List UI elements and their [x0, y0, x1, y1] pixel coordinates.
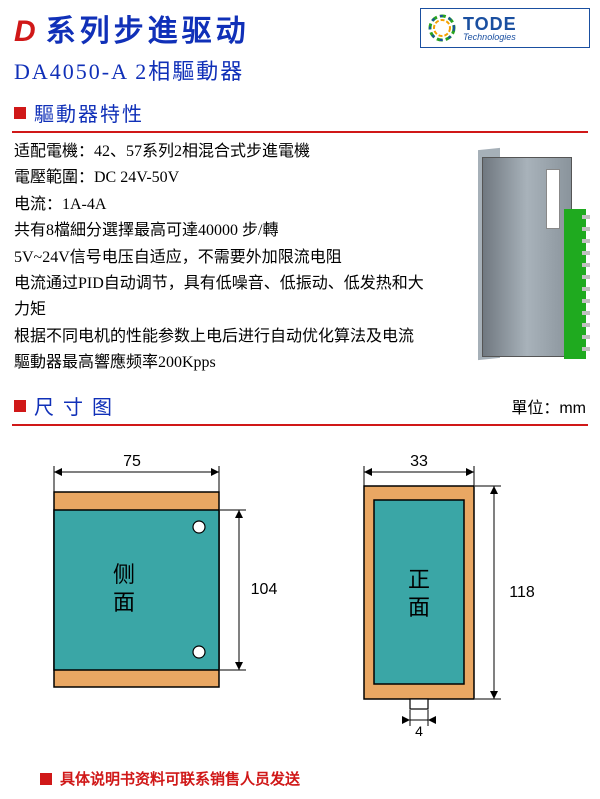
features-wrap: 适配電機：42、57系列2相混合式步進電機 電壓範圍：DC 24V-50V 电流…: [0, 139, 600, 379]
terminal-pin: [582, 287, 590, 291]
title-prefix: D: [14, 15, 40, 48]
dim-width: 75: [123, 453, 141, 470]
title-block: D系列步進驱动 DA4050-A 2相驅動器: [14, 6, 420, 86]
logo-icon: [427, 13, 457, 43]
features-list: 适配電機：42、57系列2相混合式步進電機 電壓範圍：DC 24V-50V 电流…: [14, 139, 432, 379]
terminal-pin: [582, 299, 590, 303]
dim-front-width: 33: [410, 453, 428, 470]
front-label-2: 面: [408, 595, 430, 620]
dim-inner-height: 104: [251, 581, 278, 598]
terminal-pin: [582, 311, 590, 315]
terminal-pin: [582, 275, 590, 279]
terminal-pin: [582, 227, 590, 231]
terminal-pin: [582, 251, 590, 255]
feature-item: 适配電機：42、57系列2相混合式步進電機: [14, 139, 432, 165]
dim-notch: 4: [415, 723, 423, 739]
logo-line2: Technologies: [463, 33, 517, 42]
feature-item: 驅動器最高響應频率200Kpps: [14, 350, 432, 376]
section-title-features: 驅動器特性: [34, 98, 144, 127]
divider: [12, 131, 588, 133]
terminal-pin: [582, 347, 590, 351]
terminal-pin: [582, 323, 590, 327]
terminal-pin: [582, 263, 590, 267]
logo-text: TODE Technologies: [463, 15, 517, 42]
front-label-1: 正: [408, 567, 430, 592]
feature-item: 5V~24V信号电压自适应，不需要外加限流电阻: [14, 245, 432, 271]
diagrams-row: 75 侧 面 104 33 正 面: [0, 432, 600, 752]
terminal-block: [564, 209, 586, 359]
bullet-icon: [14, 107, 26, 119]
feature-item: 電壓範圍：DC 24V-50V: [14, 165, 432, 191]
side-label-2: 面: [113, 590, 135, 615]
feature-item: 电流：1A-4A: [14, 192, 432, 218]
terminal-pin: [582, 335, 590, 339]
feature-item: 电流通过PID自动调节，具有低噪音、低振动、低发热和大力矩: [14, 271, 432, 324]
logo-box: TODE Technologies: [420, 8, 590, 48]
side-view-diagram: 75 侧 面 104: [14, 452, 294, 712]
divider: [12, 424, 588, 426]
bullet-icon: [40, 773, 52, 785]
dim-front-height: 118: [509, 584, 535, 601]
section-header-features: 驅動器特性: [0, 86, 600, 129]
subtitle: DA4050-A 2相驅動器: [14, 54, 420, 86]
section-header-dimensions: 尺 寸 图 單位：mm: [0, 379, 600, 422]
section-title-dimensions: 尺 寸 图: [34, 391, 114, 420]
feature-item: 共有8檔細分選擇最高可達40000 步/轉: [14, 218, 432, 244]
footnote-row: 具体说明书资料可联系销售人员发送: [0, 752, 600, 799]
title-rest: 系列步進驱动: [46, 15, 250, 48]
terminal-pin: [582, 239, 590, 243]
footnote-text: 具体说明书资料可联系销售人员发送: [60, 768, 300, 789]
bullet-icon: [14, 400, 26, 412]
device-label-strip: [546, 169, 560, 229]
unit-label: 單位：mm: [511, 394, 586, 418]
product-photo: [440, 139, 590, 379]
logo-line1: TODE: [463, 15, 517, 33]
main-title: D系列步進驱动: [14, 6, 420, 50]
terminal-pin: [582, 215, 590, 219]
side-label-1: 侧: [113, 562, 135, 587]
feature-item: 根据不同电机的性能参数上电后进行自动优化算法及电流: [14, 324, 432, 350]
front-view-diagram: 33 正 面 118 4: [324, 452, 574, 742]
header-row: D系列步進驱动 DA4050-A 2相驅動器 TODE Technologies: [0, 0, 600, 86]
